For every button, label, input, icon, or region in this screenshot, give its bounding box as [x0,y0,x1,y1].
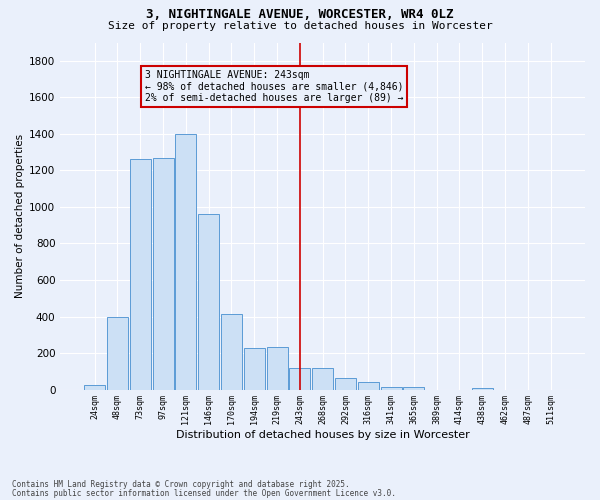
Bar [266,346,287,390]
Bar [358,382,379,390]
Bar [244,348,265,390]
Text: Contains public sector information licensed under the Open Government Licence v3: Contains public sector information licen… [12,490,396,498]
Text: Contains HM Land Registry data © Crown copyright and database right 2025.: Contains HM Land Registry data © Crown c… [12,480,350,489]
Bar [335,378,356,390]
Bar [289,368,310,390]
Bar [175,134,196,390]
Bar [221,314,242,390]
Text: 3 NIGHTINGALE AVENUE: 243sqm
← 98% of detached houses are smaller (4,846)
2% of : 3 NIGHTINGALE AVENUE: 243sqm ← 98% of de… [145,70,403,103]
Bar [130,160,151,390]
X-axis label: Distribution of detached houses by size in Worcester: Distribution of detached houses by size … [176,430,470,440]
Bar [107,316,128,390]
Bar [198,214,219,390]
Y-axis label: Number of detached properties: Number of detached properties [15,134,25,298]
Bar [84,385,105,390]
Bar [312,368,333,390]
Text: Size of property relative to detached houses in Worcester: Size of property relative to detached ho… [107,21,493,31]
Text: 3, NIGHTINGALE AVENUE, WORCESTER, WR4 0LZ: 3, NIGHTINGALE AVENUE, WORCESTER, WR4 0L… [146,8,454,20]
Bar [403,387,424,390]
Bar [152,158,173,390]
Bar [380,387,401,390]
Bar [472,388,493,390]
